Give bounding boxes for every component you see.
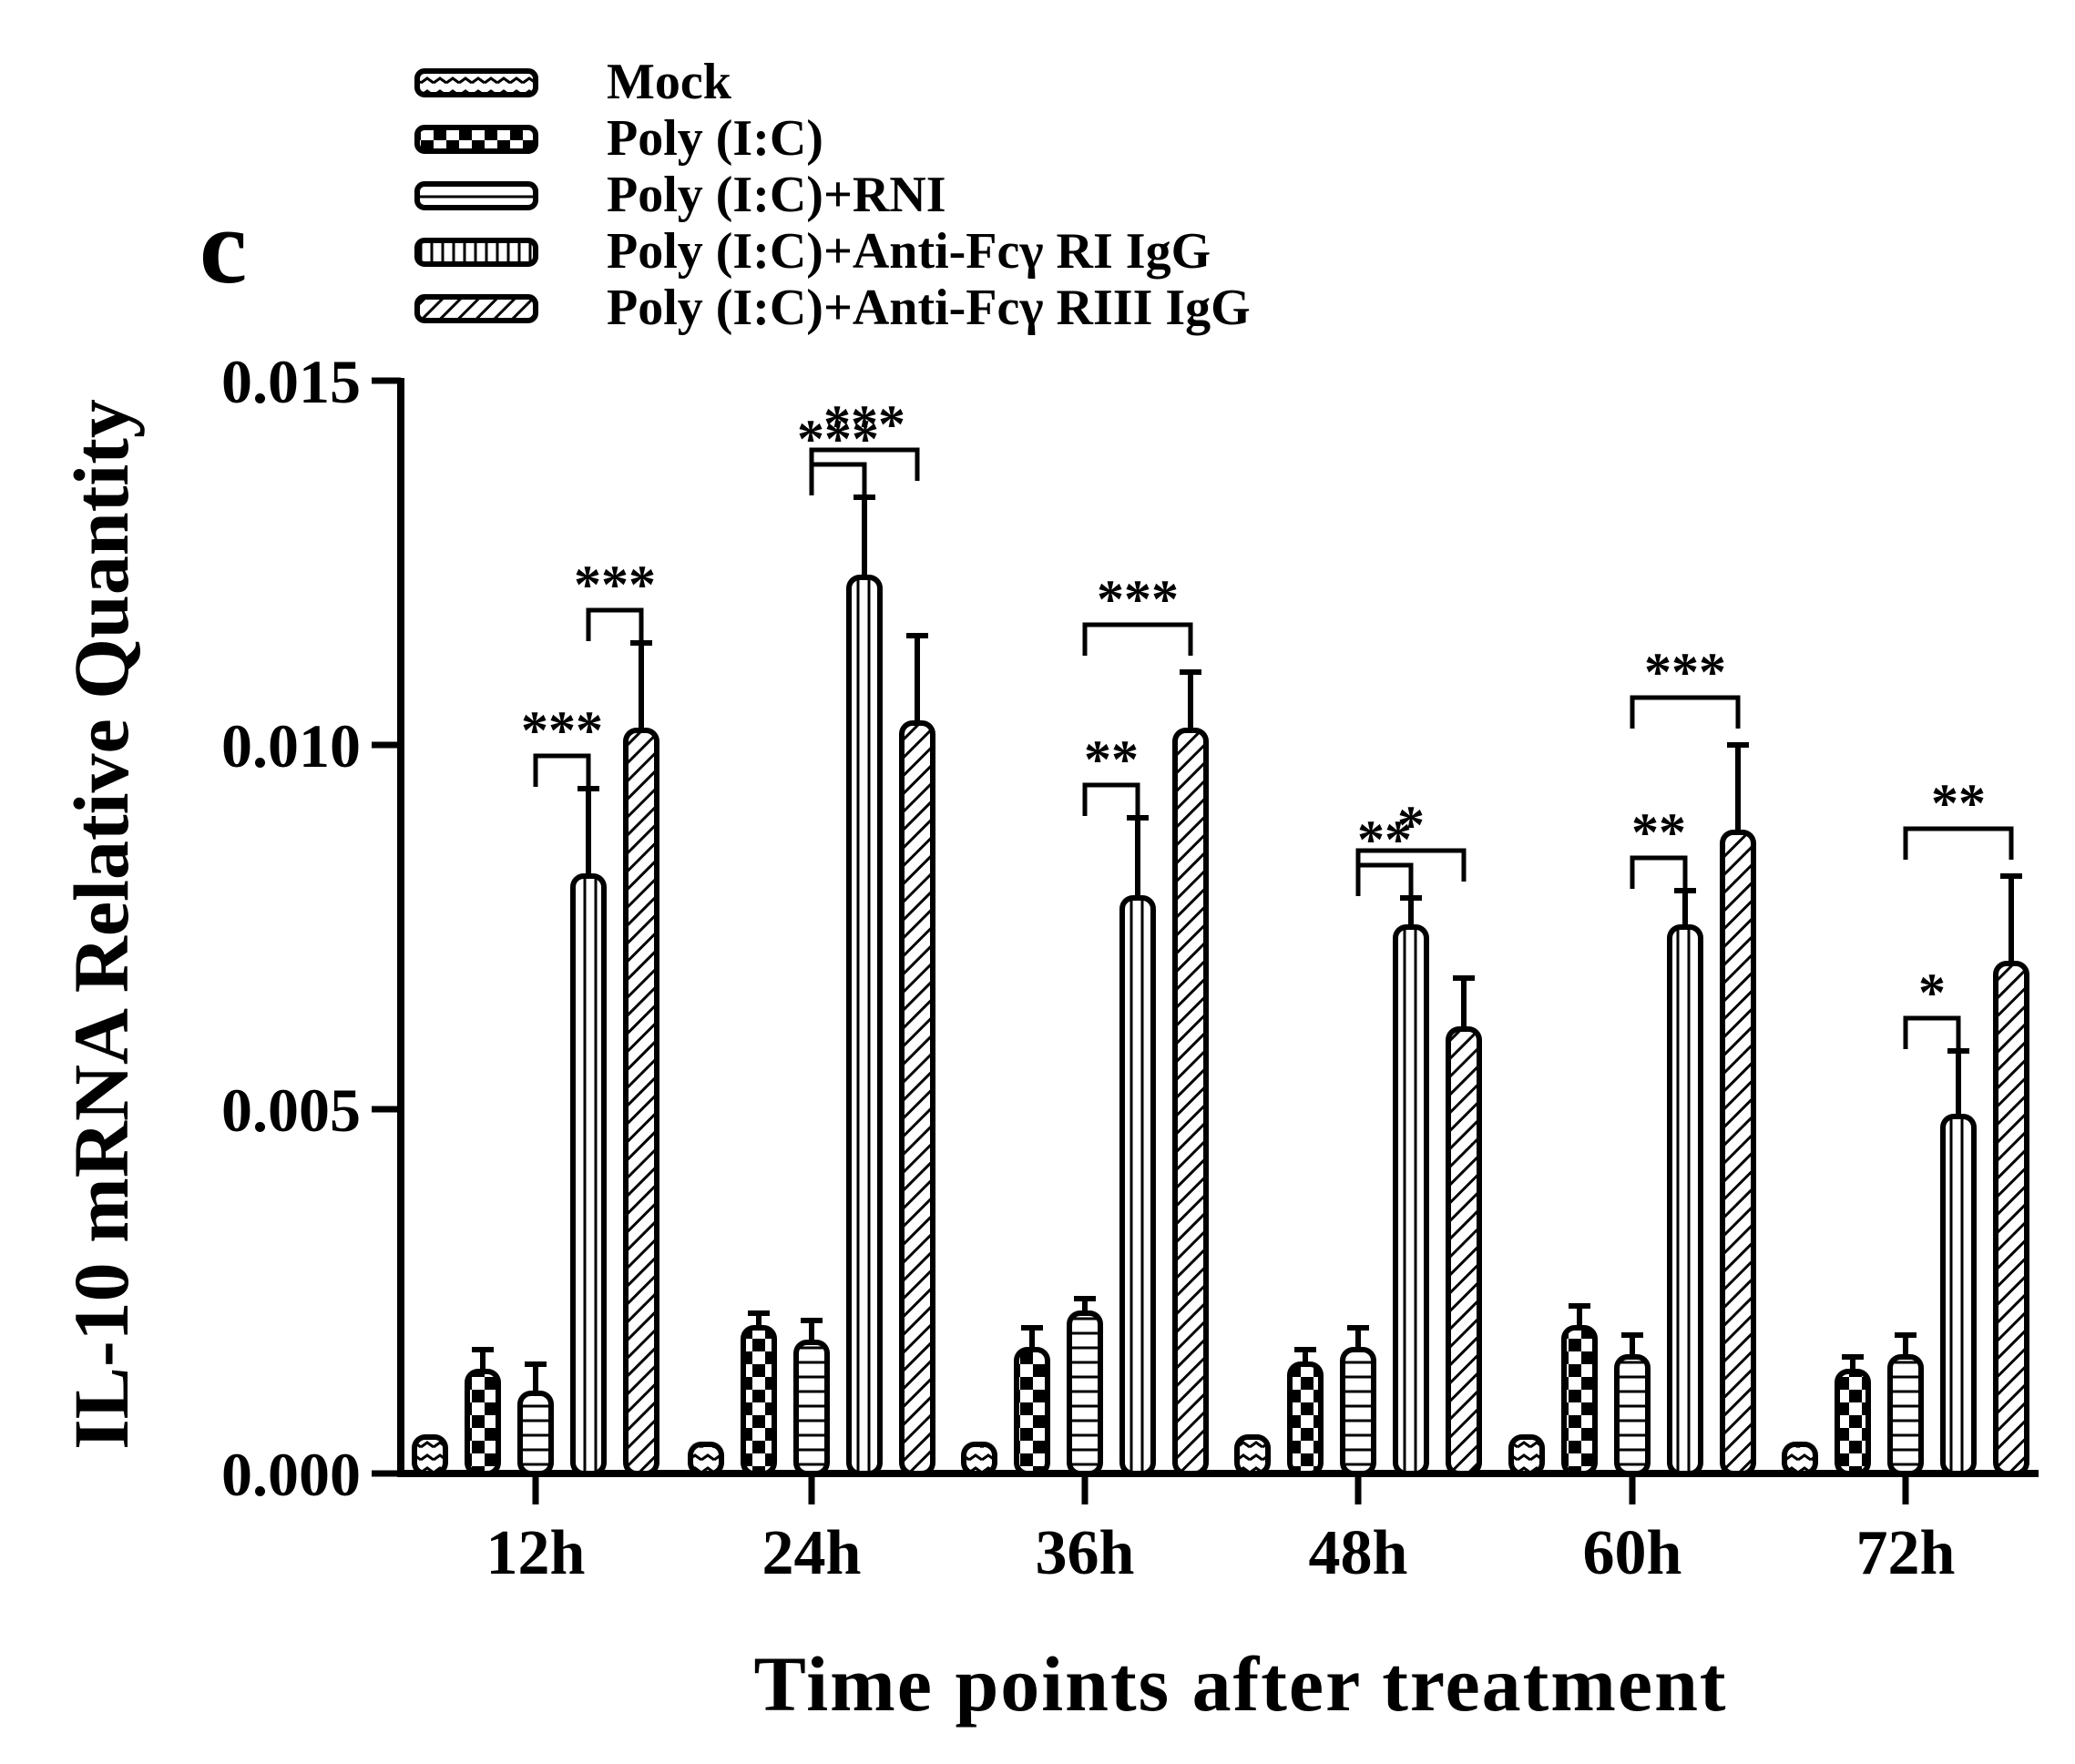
significance-label: **	[1631, 802, 1686, 862]
bar	[1446, 1026, 1482, 1476]
significance-bracket	[1082, 622, 1193, 656]
bar	[961, 1442, 997, 1476]
significance-bracket	[809, 462, 867, 495]
x-tick-label: 48h	[1309, 1518, 1408, 1588]
bar	[517, 1391, 554, 1476]
bar	[1287, 1361, 1324, 1476]
y-tick-label: 0.015	[221, 347, 361, 416]
x-tick-label: 36h	[1036, 1518, 1135, 1588]
x-axis-label: Time points after treatment	[753, 1640, 1727, 1728]
x-tick-label: 60h	[1583, 1518, 1682, 1588]
bars	[412, 495, 2029, 1476]
bar	[1119, 895, 1156, 1476]
bar	[1393, 924, 1429, 1476]
legend-label: Poly (I:C)	[607, 110, 823, 167]
significance-label: ***	[797, 409, 879, 469]
significance-bracket	[1355, 862, 1414, 896]
x-tick-label: 72h	[1856, 1518, 1956, 1588]
bar	[793, 1340, 830, 1476]
significance-label: ***	[823, 394, 905, 454]
bar	[1835, 1369, 1871, 1476]
significance-bracket	[1630, 695, 1741, 729]
significance-label: ***	[1097, 569, 1179, 629]
significance-label: **	[1357, 810, 1412, 870]
significance-label: ***	[521, 700, 603, 760]
bar	[465, 1369, 501, 1476]
y-axis-label: IL-10 mRNA Relative Quantity	[57, 399, 145, 1450]
bar	[1614, 1354, 1651, 1476]
y-tick-label: 0.000	[221, 1440, 361, 1509]
bar	[412, 1434, 448, 1476]
bar	[688, 1442, 724, 1476]
legend-swatch	[414, 294, 538, 323]
bar	[1667, 924, 1703, 1476]
significance-bracket	[533, 753, 591, 787]
significance-bracket	[586, 607, 644, 641]
legend-label: Poly (I:C)+Anti-Fcγ RI IgG	[607, 223, 1211, 280]
y-tick-label: 0.005	[221, 1076, 361, 1145]
significance-bracket	[1630, 855, 1688, 889]
significance-bracket	[1082, 782, 1140, 816]
x-tick-label: 24h	[762, 1518, 862, 1588]
bar	[1887, 1354, 1924, 1476]
x-tick-label: 12h	[486, 1518, 586, 1588]
bar	[741, 1325, 777, 1476]
legend-swatch	[414, 238, 538, 267]
legend-label: Poly (I:C)+Anti-Fcγ RIII IgG	[607, 280, 1251, 336]
bar	[623, 728, 659, 1476]
bar	[1561, 1325, 1598, 1476]
bar	[1940, 1114, 1977, 1476]
bar	[1993, 961, 2029, 1476]
bar	[1508, 1434, 1545, 1476]
legend-swatch	[414, 68, 538, 97]
bar	[1014, 1347, 1050, 1476]
significance-bracket	[1903, 826, 2014, 860]
significance-label: **	[1931, 773, 1986, 833]
legend-label: Mock	[607, 54, 732, 110]
legend-swatch	[414, 125, 538, 154]
bar	[1067, 1310, 1103, 1476]
significance-label: *	[1397, 795, 1425, 855]
bar	[1340, 1347, 1376, 1476]
significance-label: *	[1918, 963, 1946, 1023]
bar	[1234, 1434, 1271, 1476]
bar	[899, 720, 935, 1476]
axes: 0.000 0.005 0.010 0.015 12h 24h 36h 48h 60h 72h	[221, 347, 2039, 1588]
y-tick-label: 0.010	[221, 711, 361, 780]
significance-bracket	[1903, 1015, 1961, 1049]
significance-label: **	[1084, 729, 1139, 790]
bar	[570, 873, 607, 1476]
bar	[1720, 830, 1756, 1476]
significance-label: ***	[574, 555, 656, 615]
significance-label: ***	[1644, 642, 1726, 702]
panel-label: c	[199, 187, 247, 306]
bar	[846, 575, 883, 1476]
significance-annotations: ************************* ***	[521, 394, 2014, 1049]
bar	[1172, 728, 1209, 1476]
legend-swatch	[414, 181, 538, 210]
bar	[1782, 1442, 1818, 1476]
legend-label: Poly (I:C)+RNI	[607, 167, 946, 223]
